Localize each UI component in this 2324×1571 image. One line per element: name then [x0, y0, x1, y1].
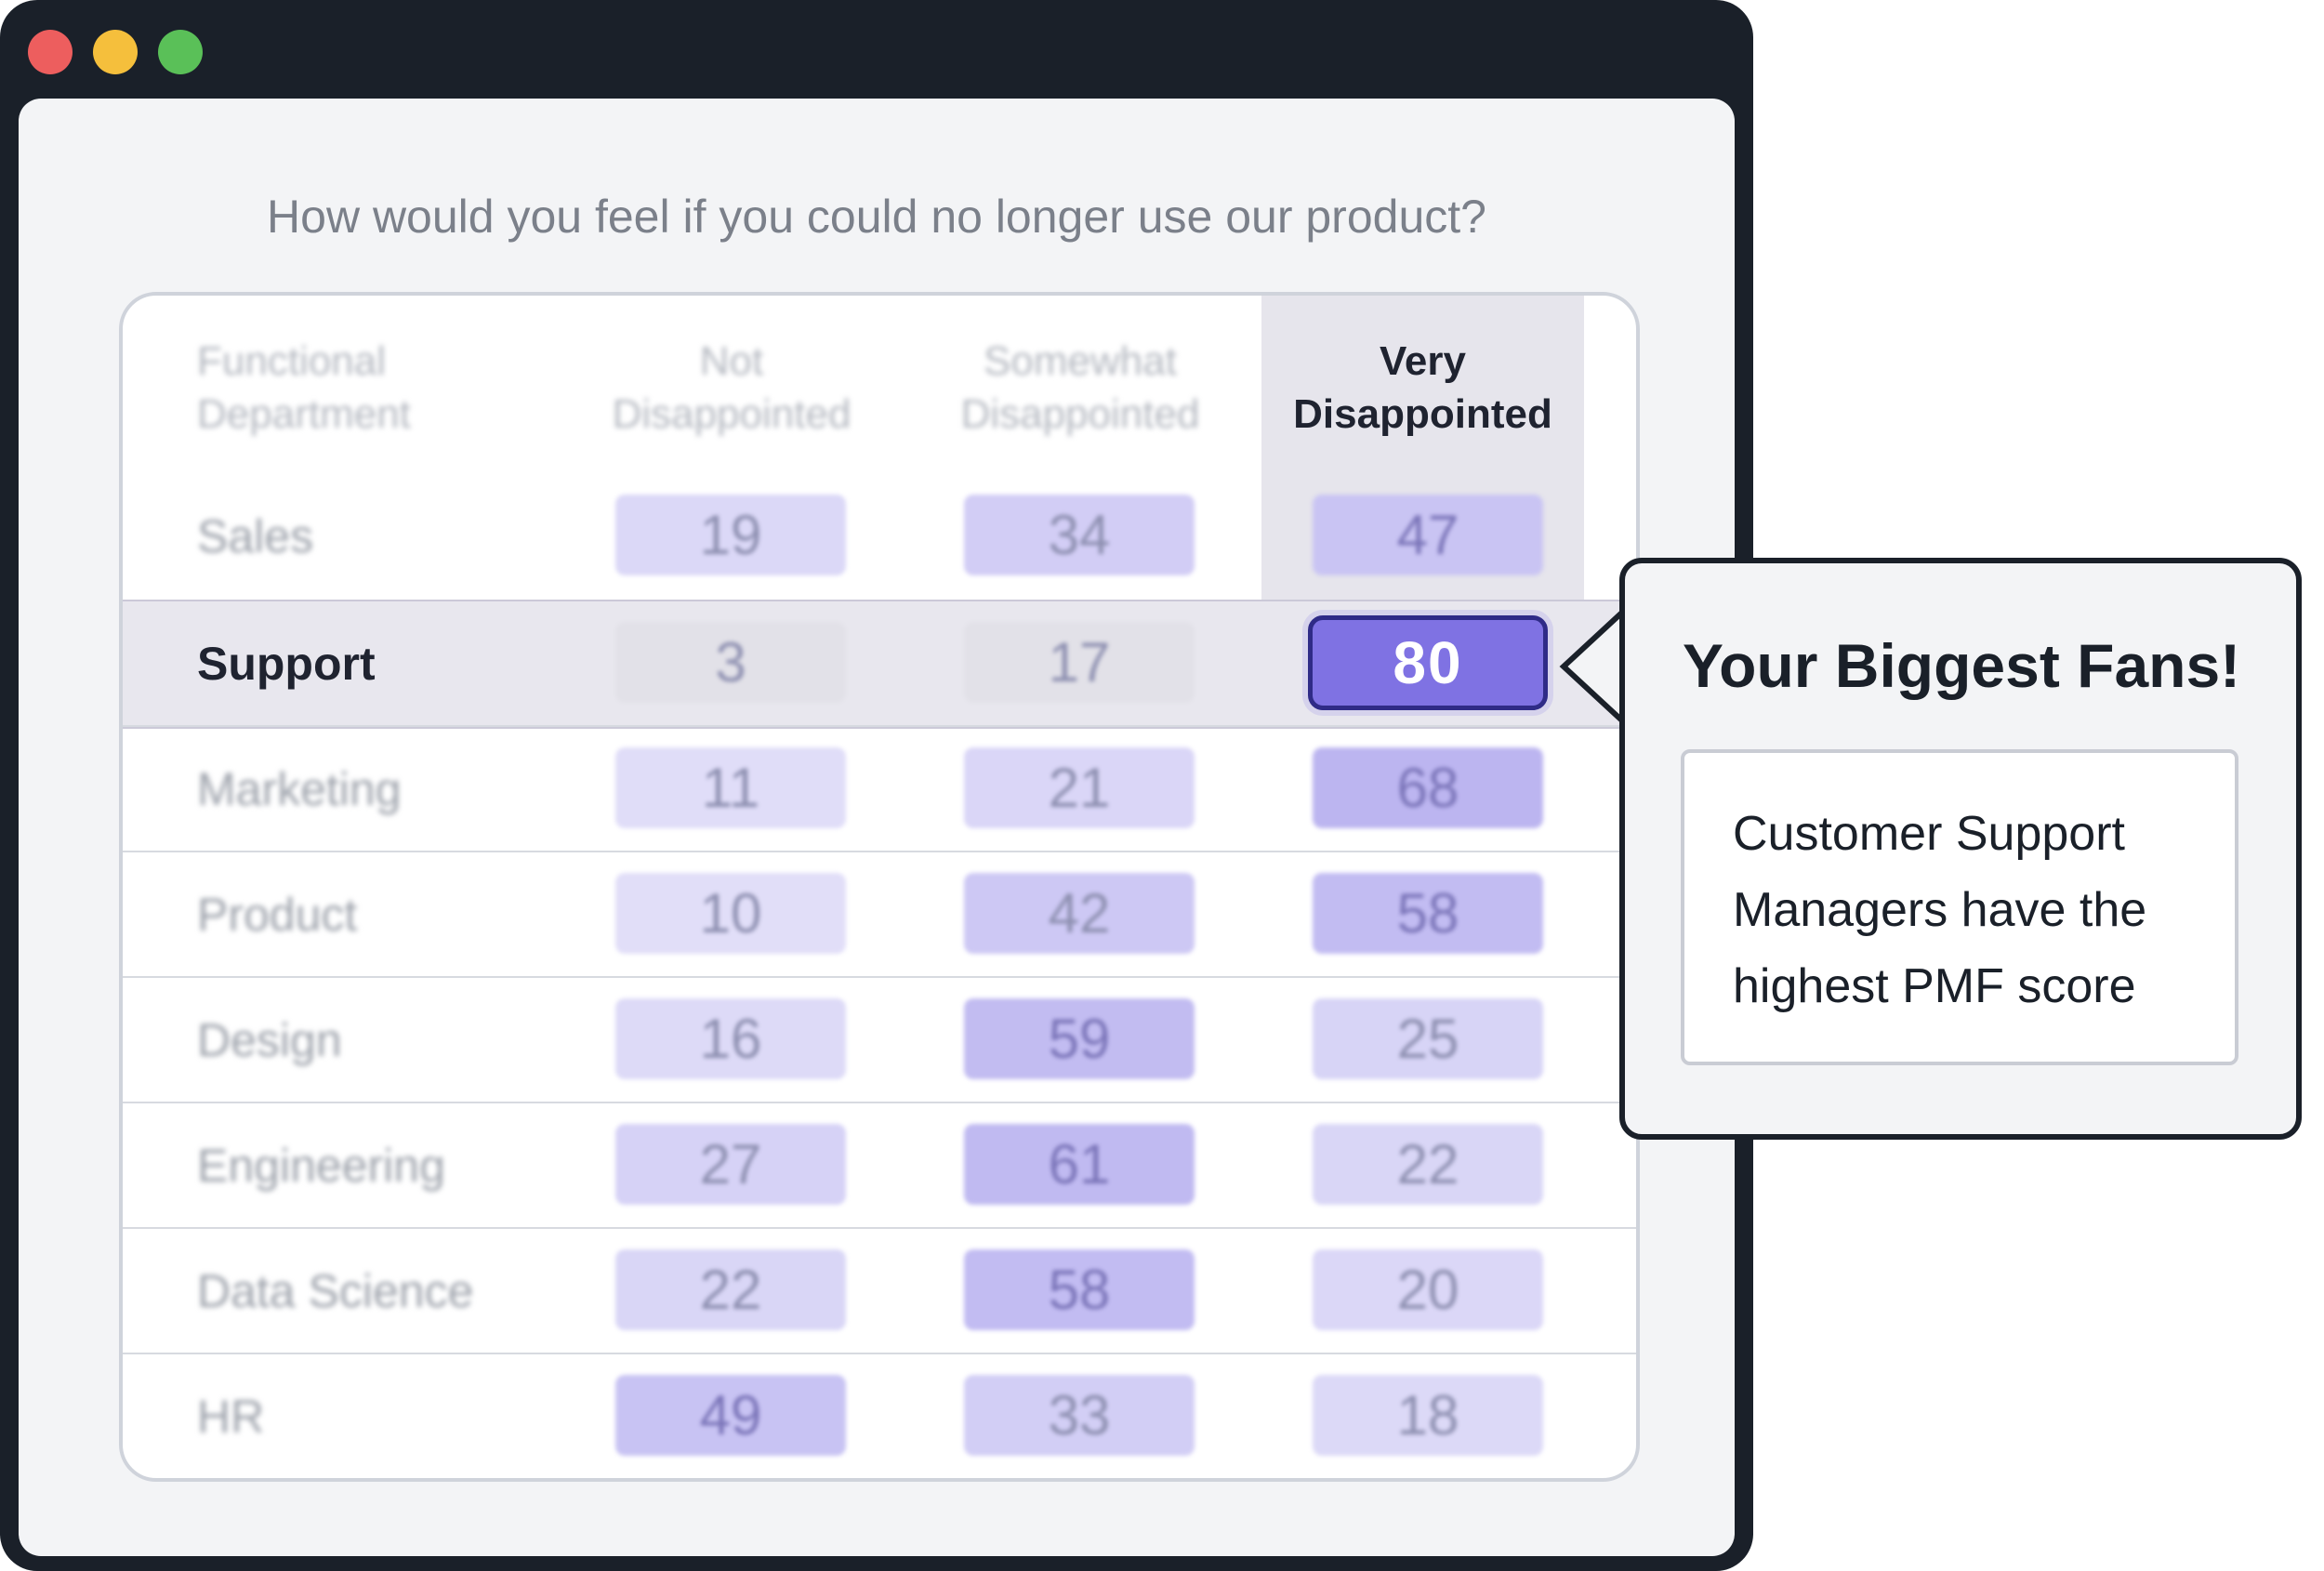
value-cell: 21: [964, 747, 1195, 828]
value-cell: 22: [615, 1249, 846, 1330]
header-very-disappointed: Very Disappointed: [1293, 338, 1552, 437]
department-label: Engineering: [197, 1140, 445, 1192]
department-label: HR: [197, 1391, 265, 1443]
value-cell: 27: [615, 1124, 846, 1205]
value-cell: 47: [1313, 495, 1543, 575]
value-cell: 18: [1313, 1375, 1543, 1456]
table-row: Support 3 17 80: [123, 600, 1636, 729]
department-label: Design: [197, 1014, 342, 1066]
callout-line: Managers have the: [1733, 883, 2147, 937]
department-label: Marketing: [197, 763, 402, 815]
value-cell: 16: [615, 998, 846, 1079]
header-not-disappointed: Not Disappointed: [612, 338, 852, 437]
table-row: Engineering 27 61 22: [123, 1102, 1636, 1229]
table-row: Marketing 11 21 68: [123, 725, 1636, 852]
value-cell: 34: [964, 495, 1195, 575]
value-cell: 10: [615, 873, 846, 954]
value-cell: 22: [1313, 1124, 1543, 1205]
department-label: Sales: [197, 510, 314, 562]
value-cell: 58: [1313, 873, 1543, 954]
value-cell: 59: [964, 998, 1195, 1079]
callout-pointer: [1559, 606, 1625, 727]
value-cell: 11: [615, 747, 846, 828]
minimize-window-dot[interactable]: [93, 30, 138, 74]
value-cell: 19: [615, 495, 846, 575]
value-cell: 68: [1313, 747, 1543, 828]
callout-line: Customer Support: [1733, 807, 2125, 861]
table-header: Functional Department Not Disappointed S…: [123, 296, 1636, 474]
table-row: Product 10 42 58: [123, 851, 1636, 978]
callout-message: Customer Support Managers have the highe…: [1681, 749, 2238, 1065]
table-row: HR 49 33 18: [123, 1353, 1636, 1478]
department-label: Support: [197, 638, 376, 690]
pmf-table: Functional Department Not Disappointed S…: [119, 292, 1640, 1482]
app-window: How would you feel if you could no longe…: [0, 0, 1753, 1571]
survey-question: How would you feel if you could no longe…: [267, 191, 1486, 243]
value-cell: 42: [964, 873, 1195, 954]
value-cell: 58: [964, 1249, 1195, 1330]
value-cell: 3: [615, 622, 846, 703]
value-cell: 25: [1313, 998, 1543, 1079]
table-row: Design 16 59 25: [123, 976, 1636, 1103]
maximize-window-dot[interactable]: [158, 30, 203, 74]
table-row: Sales 19 34 47: [123, 474, 1636, 600]
value-cell: 17: [964, 622, 1195, 703]
table-row: Data Science 22 58 20: [123, 1227, 1636, 1354]
header-somewhat-disappointed: Somewhat Disappointed: [960, 338, 1200, 437]
header-department: Functional Department: [197, 338, 411, 437]
value-cell: 49: [615, 1375, 846, 1456]
close-window-dot[interactable]: [28, 30, 73, 74]
highlighted-value-cell: 80: [1308, 615, 1548, 710]
callout-title: Your Biggest Fans!: [1683, 631, 2241, 700]
value-cell: 33: [964, 1375, 1195, 1456]
insight-callout: Your Biggest Fans! Customer Support Mana…: [1619, 558, 2302, 1140]
callout-line: highest PMF score: [1733, 959, 2136, 1013]
value-cell: 20: [1313, 1249, 1543, 1330]
department-label: Data Science: [197, 1265, 474, 1317]
window-content: How would you feel if you could no longe…: [19, 99, 1735, 1556]
value-cell: 61: [964, 1124, 1195, 1205]
department-label: Product: [197, 889, 358, 941]
